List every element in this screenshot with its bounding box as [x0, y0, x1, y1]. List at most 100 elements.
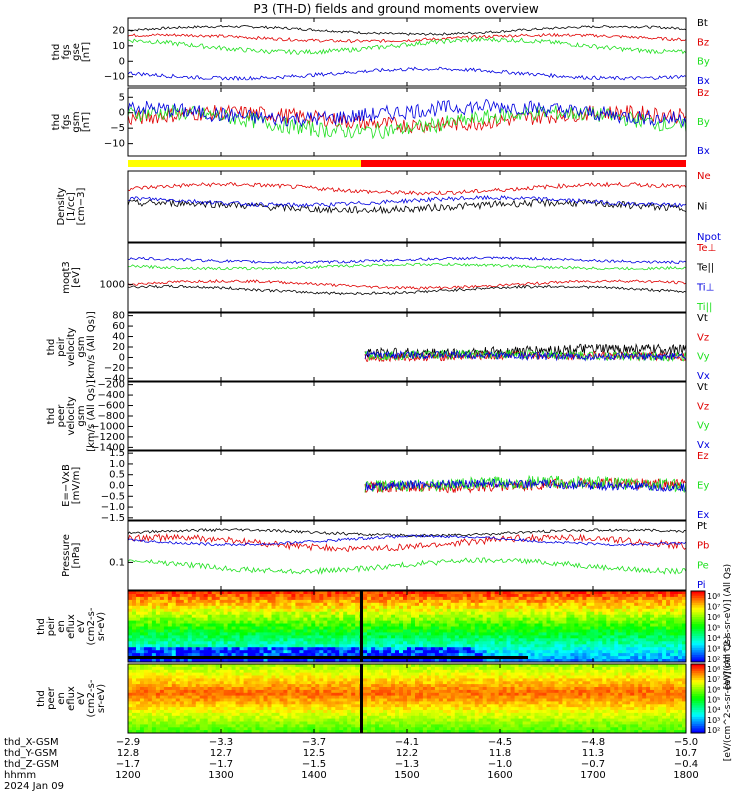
heatmap-cell — [355, 641, 360, 645]
heatmap-cell — [554, 656, 559, 660]
heatmap-cell — [251, 602, 257, 607]
heatmap-cell — [566, 635, 571, 639]
heatmap-cell — [283, 605, 288, 610]
heatmap-cell — [207, 635, 213, 639]
heatmap-cell — [303, 638, 308, 642]
heatmap-cell — [450, 650, 456, 654]
heatmap-cell — [171, 701, 177, 705]
heatmap-cell — [163, 669, 169, 674]
heatmap-cell — [207, 666, 213, 671]
heatmap-cell — [159, 695, 165, 699]
heatmap-cell — [271, 672, 276, 676]
heatmap-cell — [132, 605, 137, 610]
heatmap-cell — [287, 707, 292, 711]
heatmap-cell — [227, 718, 233, 722]
heatmap-cell — [263, 620, 268, 625]
heatmap-cell — [171, 695, 177, 699]
heatmap-cell — [203, 611, 209, 616]
heatmap-cell — [136, 687, 141, 691]
heatmap-cell — [578, 602, 583, 607]
heatmap-cell — [279, 681, 284, 685]
heatmap-cell — [155, 675, 161, 679]
heatmap-cell — [211, 653, 217, 657]
heatmap-cell — [147, 704, 153, 708]
heatmap-cell — [395, 611, 400, 616]
heatmap-cell — [534, 632, 539, 636]
heatmap-cell — [534, 629, 539, 633]
heatmap-cell — [203, 626, 209, 630]
heatmap-cell — [438, 659, 444, 663]
heatmap-cell — [538, 626, 543, 630]
heatmap-cell — [438, 638, 444, 642]
heatmap-cell — [590, 626, 595, 630]
heatmap-cell — [514, 605, 520, 610]
heatmap-cell — [315, 701, 320, 705]
heatmap-cell — [163, 692, 169, 697]
heatmap-cell — [132, 608, 137, 613]
heatmap-cell — [518, 626, 524, 630]
heatmap-cell — [339, 721, 344, 725]
heatmap-cell — [574, 605, 579, 610]
heatmap-cell — [542, 650, 547, 654]
heatmap-cell — [514, 650, 520, 654]
heatmap-cell — [307, 632, 312, 636]
heatmap-cell — [638, 629, 643, 633]
heatmap-cell — [311, 678, 316, 682]
heatmap-cell — [407, 611, 412, 616]
heatmap-cell — [275, 695, 280, 699]
heatmap-cell — [622, 623, 627, 627]
heatmap-cell — [434, 620, 440, 625]
heatmap-cell — [518, 635, 524, 639]
heatmap-cell — [510, 608, 516, 613]
heatmap-cell — [630, 653, 635, 657]
heatmap-cell — [327, 608, 332, 613]
heatmap-cell — [606, 629, 611, 633]
heatmap-cell — [311, 724, 316, 728]
heatmap-cell — [562, 611, 567, 616]
heatmap-cell — [331, 727, 336, 731]
heatmap-cell — [626, 617, 631, 622]
legend-Vy: Vy — [697, 352, 710, 363]
heatmap-cell — [638, 623, 643, 627]
heatmap-cell — [207, 623, 213, 627]
heatmap-cell — [582, 591, 587, 595]
heatmap-cell — [163, 599, 169, 604]
heatmap-cell — [674, 599, 679, 604]
heatmap-cell — [558, 638, 563, 642]
heatmap-cell — [415, 653, 420, 657]
heatmap-cell — [490, 629, 496, 633]
heatmap-cell — [542, 614, 547, 619]
heatmap-cell — [147, 611, 153, 616]
heatmap-cell — [235, 707, 241, 711]
heatmap-cell — [227, 727, 233, 731]
heatmap-cell — [227, 620, 233, 625]
heatmap-cell — [319, 718, 324, 722]
heatmap-cell — [143, 623, 149, 627]
heatmap-cell — [191, 659, 197, 663]
heatmap-cell — [251, 687, 257, 691]
heatmap-cell — [426, 629, 432, 633]
heatmap-cell — [327, 629, 332, 633]
heatmap-cell — [542, 653, 547, 657]
heatmap-cell — [187, 594, 193, 598]
heatmap-cell — [323, 641, 328, 645]
heatmap-cell — [343, 596, 348, 601]
heatmap-cell — [243, 620, 249, 625]
heatmap-cell — [618, 620, 623, 625]
heatmap-cell — [367, 617, 372, 622]
heatmap-cell — [331, 591, 336, 595]
heatmap-cell — [638, 611, 643, 616]
heatmap-cell — [606, 635, 611, 639]
heatmap-cell — [666, 656, 671, 660]
heatmap-cell — [598, 644, 603, 648]
heatmap-cell — [558, 614, 563, 619]
heatmap-cell — [203, 617, 209, 622]
heatmap-cell — [522, 650, 528, 654]
heatmap-cell — [183, 650, 189, 654]
heatmap-cell — [283, 623, 288, 627]
heatmap-cell — [323, 710, 328, 714]
heatmap-cell — [518, 608, 524, 613]
heatmap-cell — [195, 712, 201, 717]
heatmap-cell — [295, 614, 300, 619]
heatmap-cell — [682, 632, 687, 636]
